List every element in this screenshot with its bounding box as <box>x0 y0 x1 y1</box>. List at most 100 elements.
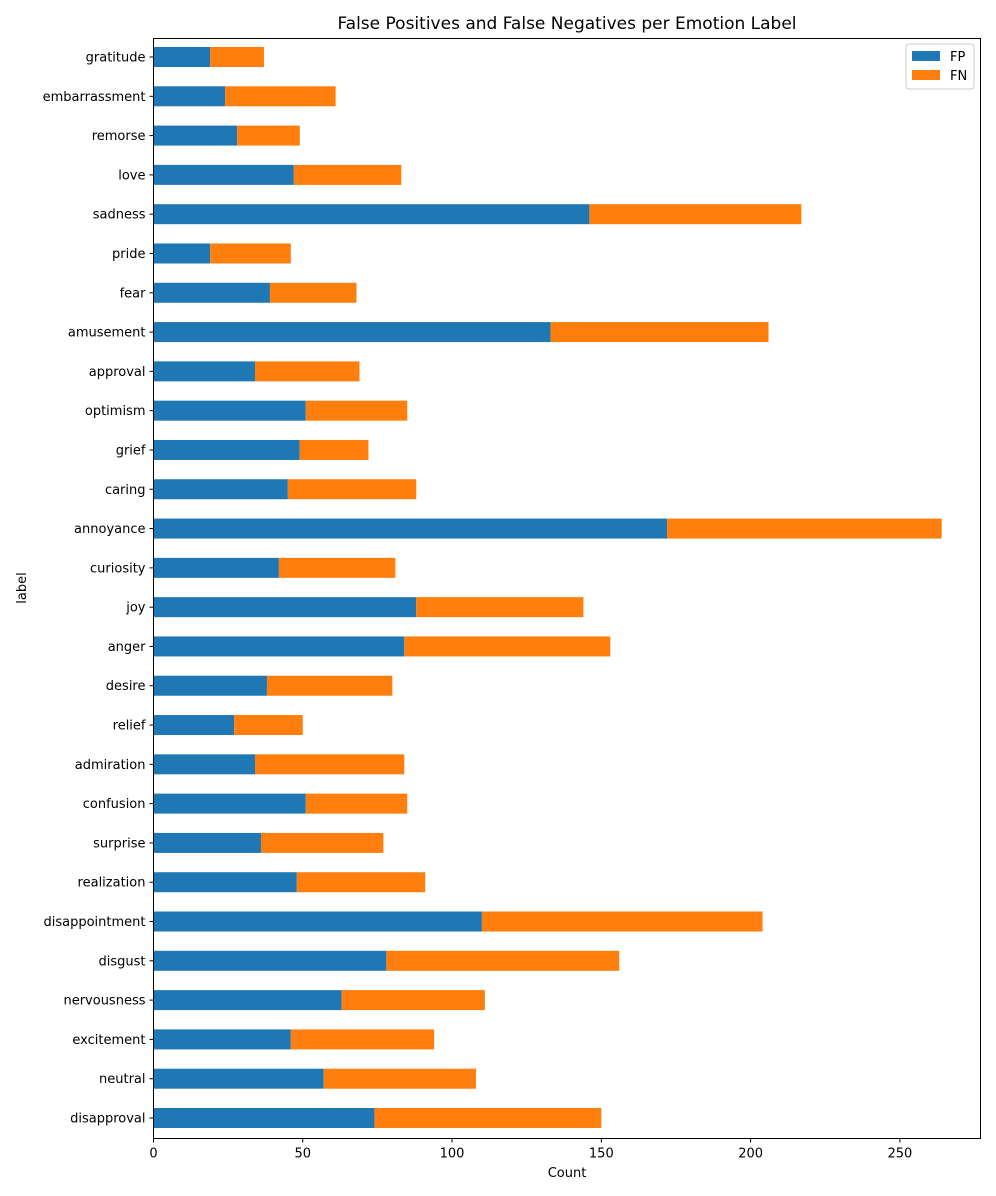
bar-fn-neutral <box>323 1068 476 1089</box>
bar-fp-amusement <box>153 322 551 343</box>
bar-fn-surprise <box>260 832 384 853</box>
bar-fn-gratitude <box>210 47 264 67</box>
bar-fp-joy <box>153 597 417 618</box>
bar-fn-relief <box>234 715 303 736</box>
bar-fp-surprise <box>153 832 261 853</box>
bar-fn-disgust <box>386 950 620 971</box>
y-tick-label-embarrassment: embarrassment <box>43 90 146 105</box>
bar-fp-curiosity <box>153 557 279 578</box>
y-tick-label-remorse: remorse <box>92 129 146 144</box>
bar-fn-pride <box>210 243 291 264</box>
y-tick-label-caring: caring <box>105 483 146 498</box>
bar-fn-disappointment <box>481 911 763 932</box>
legend: FP FN <box>905 43 975 90</box>
y-tick-label-anger: anger <box>108 640 146 655</box>
bar-fp-confusion <box>153 793 306 814</box>
bar-fp-neutral <box>153 1068 324 1089</box>
bar-fp-embarrassment <box>153 86 226 107</box>
y-tick-label-disgust: disgust <box>99 954 146 969</box>
bar-fp-disappointment <box>153 911 482 932</box>
bar-fp-nervousness <box>153 990 342 1011</box>
plot-frame <box>153 38 981 1139</box>
bar-fn-sadness <box>589 204 802 225</box>
bar-fp-grief <box>153 439 300 460</box>
bar-fp-desire <box>153 675 267 696</box>
y-tick-label-sadness: sadness <box>93 208 146 223</box>
legend-swatch-fn <box>912 70 940 80</box>
bar-fn-disapproval <box>374 1108 602 1128</box>
bar-fp-gratitude <box>153 47 211 67</box>
bar-fn-realization <box>296 872 426 893</box>
x-tick-label: 250 <box>887 1147 912 1162</box>
x-tick-label: 200 <box>738 1147 763 1162</box>
bar-fp-admiration <box>153 754 256 775</box>
bar-fp-disapproval <box>153 1108 375 1128</box>
y-tick-label-pride: pride <box>112 247 145 262</box>
y-tick-label-love: love <box>118 168 145 183</box>
bar-fp-caring <box>153 479 288 500</box>
bars-group <box>153 47 942 1128</box>
bar-fn-anger <box>404 636 611 657</box>
bar-fp-relief <box>153 715 235 736</box>
bar-fp-disgust <box>153 950 387 971</box>
x-tick-label: 0 <box>149 1147 157 1162</box>
y-tick-label-gratitude: gratitude <box>86 51 146 66</box>
y-tick-label-disapproval: disapproval <box>70 1112 145 1127</box>
y-tick-label-desire: desire <box>106 679 146 694</box>
x-tick-label: 100 <box>440 1147 465 1162</box>
bar-fp-optimism <box>153 400 306 421</box>
bar-fn-confusion <box>305 793 408 814</box>
bar-fn-grief <box>299 439 369 460</box>
bar-fn-admiration <box>255 754 405 775</box>
chart-title: False Positives and False Negatives per … <box>337 14 796 34</box>
y-tick-label-amusement: amusement <box>68 326 146 341</box>
bar-fp-realization <box>153 872 297 893</box>
bar-fn-joy <box>416 597 584 618</box>
y-tick-label-grief: grief <box>116 443 146 458</box>
bar-fn-love <box>293 164 402 185</box>
x-ticks-group: 0 50 100 150 200 250 <box>149 1138 912 1162</box>
y-tick-label-confusion: confusion <box>83 797 146 812</box>
x-tick-label: 150 <box>589 1147 614 1162</box>
bar-fp-approval <box>153 361 256 382</box>
bar-fn-annoyance <box>667 518 942 539</box>
legend-swatch-fp <box>912 51 940 61</box>
bar-fn-embarrassment <box>225 86 336 107</box>
y-tick-label-realization: realization <box>78 876 146 891</box>
bar-fn-approval <box>255 361 360 382</box>
bar-fp-sadness <box>153 204 590 225</box>
bar-fn-desire <box>266 675 393 696</box>
y-tick-label-admiration: admiration <box>75 758 146 773</box>
bar-fp-annoyance <box>153 518 668 539</box>
y-tick-label-surprise: surprise <box>93 836 145 851</box>
y-tick-label-neutral: neutral <box>99 1072 146 1087</box>
y-tick-label-fear: fear <box>120 286 147 301</box>
bar-fn-amusement <box>550 322 769 343</box>
x-axis-label: Count <box>548 1166 587 1181</box>
y-tick-label-excitement: excitement <box>72 1033 145 1048</box>
bar-fp-anger <box>153 636 405 657</box>
bar-fn-fear <box>269 282 357 303</box>
bar-fn-optimism <box>305 400 408 421</box>
bar-fp-remorse <box>153 125 238 146</box>
x-tick-label: 50 <box>295 1147 312 1162</box>
y-ticks-group: gratitude embarrassment remorse love sadness… <box>43 51 154 1127</box>
y-axis-label: label <box>15 572 30 603</box>
bar-fp-fear <box>153 282 270 303</box>
y-tick-label-curiosity: curiosity <box>90 561 146 576</box>
bar-fp-love <box>153 164 294 185</box>
y-tick-label-nervousness: nervousness <box>63 994 145 1009</box>
y-tick-label-joy: joy <box>125 601 146 616</box>
bar-fn-nervousness <box>341 990 485 1011</box>
bar-fn-remorse <box>237 125 300 146</box>
legend-label-fp: FP <box>950 50 965 65</box>
y-tick-label-optimism: optimism <box>85 404 146 419</box>
y-tick-label-approval: approval <box>89 365 146 380</box>
bar-fn-caring <box>287 479 417 500</box>
bar-fp-excitement <box>153 1029 291 1050</box>
bar-fp-pride <box>153 243 211 264</box>
legend-label-fn: FN <box>950 69 967 84</box>
bar-fn-excitement <box>290 1029 435 1050</box>
y-tick-label-disappointment: disappointment <box>43 915 145 930</box>
